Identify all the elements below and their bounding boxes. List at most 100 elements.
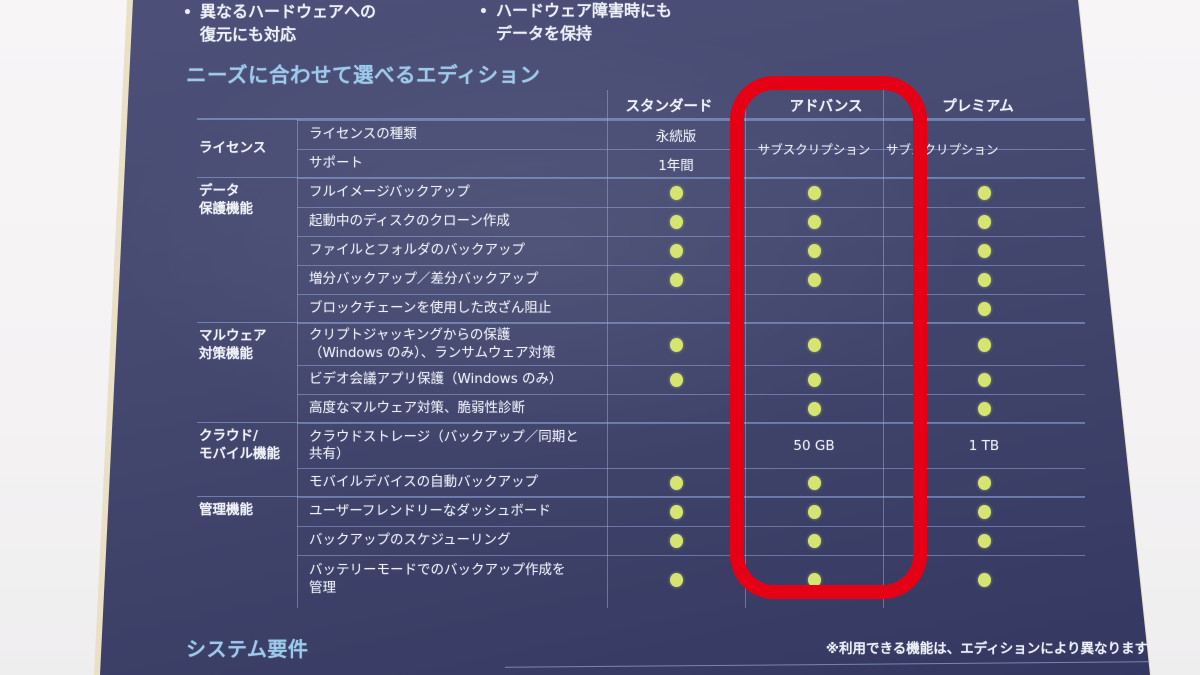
- table-row: ビデオ会議アプリ保護（Windows のみ）: [297, 365, 1085, 394]
- cell-premium: [883, 572, 1085, 587]
- table-row: ライセンスの種類 永続版: [297, 120, 1085, 149]
- cell-premium: [883, 505, 1085, 519]
- feature-included-dot: [807, 534, 821, 548]
- feature-included-dot: [977, 273, 991, 287]
- section-title-editions: ニーズに合わせて選べるエディション: [186, 63, 541, 87]
- feature-included-dot: [669, 534, 683, 548]
- feature-included-dot: [977, 572, 991, 587]
- feature-included-dot: [807, 401, 821, 416]
- table-row: クラウドストレージ（バックアップ／同期と 共有） 50 GB 1 TB: [297, 423, 1085, 468]
- cell-advance: [745, 401, 883, 416]
- cell-standard: [607, 534, 745, 548]
- feature-name: バックアップのスケジューリング: [309, 532, 511, 549]
- feature-name: フルイメージバックアップ: [309, 184, 470, 201]
- table-group-license: ライセンス ライセンスの種類 永続版 サポート 1年間 サブスクリプション: [197, 119, 1085, 177]
- table-row: 高度なマルウェア対策、脆弱性診断: [297, 394, 1085, 422]
- table-divider: [297, 119, 298, 608]
- cell-standard: [607, 186, 745, 200]
- feature-included-dot: [669, 373, 683, 387]
- cell-advance: [745, 337, 883, 352]
- cell-premium: [883, 373, 1085, 387]
- cell-advance: 50 GB: [793, 438, 835, 454]
- table-row: ブロックチェーンを使用した改ざん阻止: [297, 294, 1085, 322]
- table-row: バッテリーモードでのバックアップ作成を 管理: [297, 555, 1085, 603]
- feature-name: クラウドストレージ（バックアップ／同期と 共有）: [309, 428, 579, 463]
- feature-name: ファイルとフォルダのバックアップ: [309, 242, 525, 259]
- cell-advance: [745, 475, 883, 490]
- feature-name: ライセンスの種類: [309, 126, 417, 143]
- cell-premium: [883, 273, 1085, 287]
- bullet-icon: •: [183, 5, 192, 21]
- table-group-data-protection: データ 保護機能 フルイメージバックアップ 起動中のディスクのクローン作成 ファ…: [197, 177, 1085, 322]
- table-row: フルイメージバックアップ: [297, 178, 1085, 207]
- feature-included-dot: [977, 337, 991, 352]
- feature-included-dot: [807, 244, 821, 258]
- cell-standard: [607, 373, 745, 387]
- group-label: データ 保護機能: [199, 183, 253, 217]
- group-label: クラウド/ モバイル機能: [199, 428, 280, 462]
- table-row: ファイルとフォルダのバックアップ: [297, 236, 1085, 265]
- feature-name: バッテリーモードでのバックアップ作成を 管理: [309, 562, 566, 596]
- table-row: 増分バックアップ／差分バックアップ: [297, 265, 1085, 294]
- table-divider: [607, 90, 608, 608]
- feature-included-dot: [669, 215, 683, 229]
- feature-included-dot: [977, 505, 991, 519]
- cell-premium: [883, 401, 1085, 416]
- cell-premium: 1 TB: [968, 438, 1000, 454]
- table-group-cloud-mobile: クラウド/ モバイル機能 クラウドストレージ（バックアップ／同期と 共有） 50…: [197, 422, 1085, 496]
- table-group-management: 管理機能 ユーザーフレンドリーなダッシュボード バックアップのスケジューリング …: [197, 496, 1085, 603]
- cell-advance: [745, 534, 883, 548]
- feature-included-dot: [977, 215, 991, 229]
- cell-premium: [883, 475, 1085, 490]
- feature-included-dot: [669, 337, 683, 352]
- feature-included-dot: [669, 572, 683, 587]
- feature-name: クリプトジャッキングからの保護 （Windows のみ）、ランサムウェア対策: [309, 327, 556, 361]
- cell-standard: [607, 244, 745, 258]
- cell-advance: [745, 572, 883, 587]
- cell-premium: [883, 337, 1085, 352]
- feature-included-dot: [669, 273, 683, 287]
- section-title-system-requirements: システム要件: [186, 637, 309, 661]
- cell-premium: [883, 534, 1085, 548]
- feature-included-dot: [807, 505, 821, 519]
- feature-included-dot: [807, 273, 821, 287]
- cell-standard: [607, 475, 745, 490]
- feature-included-dot: [807, 337, 821, 352]
- cell-advance: [745, 505, 883, 519]
- feature-included-dot: [977, 244, 991, 258]
- table-divider: [883, 90, 884, 608]
- feature-included-dot: [807, 572, 821, 587]
- feature-name: ビデオ会議アプリ保護（Windows のみ）: [309, 371, 563, 388]
- cell-advance: [745, 186, 883, 200]
- table-divider: [745, 90, 746, 608]
- feature-name: モバイルデバイスの自動バックアップ: [309, 473, 539, 490]
- feature-included-dot: [807, 373, 821, 387]
- group-label: ライセンス: [199, 139, 267, 156]
- table-row: サポート 1年間: [297, 149, 1085, 177]
- feature-included-dot: [807, 186, 821, 200]
- table-header-row: スタンダード アドバンス プレミアム: [197, 90, 1085, 119]
- feature-included-dot: [807, 475, 821, 490]
- note-text: 異なるハードウェアへの 復元にも対応: [200, 2, 377, 44]
- table-row: 起動中のディスクのクローン作成: [297, 207, 1085, 236]
- cell-standard: [607, 273, 745, 287]
- bullet-icon: •: [479, 4, 488, 20]
- advance-column-highlight-marker: [730, 76, 927, 599]
- table-row: クリプトジャッキングからの保護 （Windows のみ）、ランサムウェア対策: [297, 323, 1085, 365]
- feature-included-dot: [669, 244, 683, 258]
- top-note: • ハードウェア障害時にも データを保持: [479, 0, 672, 45]
- feature-included-dot: [669, 505, 683, 519]
- cell-premium: [883, 186, 1085, 200]
- feature-included-dot: [669, 186, 683, 200]
- cell-advance: [745, 215, 883, 229]
- feature-name: 起動中のディスクのクローン作成: [309, 213, 510, 230]
- cell-advance: [745, 244, 883, 258]
- column-header-advance: アドバンス: [789, 99, 863, 115]
- cell-premium: [883, 301, 1085, 316]
- footer-note: ※利用できる機能は、エディションにより異なります: [825, 641, 1148, 657]
- cell-standard: [607, 505, 745, 519]
- cell-standard: 1年間: [658, 157, 694, 174]
- feature-included-dot: [669, 475, 683, 490]
- cell-advance: [745, 273, 883, 287]
